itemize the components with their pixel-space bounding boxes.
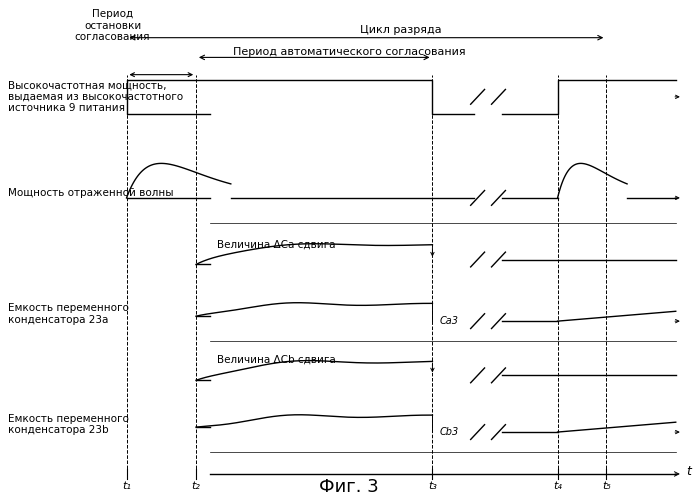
Text: Высокочастотная мощность,
выдаемая из высокочастотного
источника 9 питания: Высокочастотная мощность, выдаемая из вы…	[8, 80, 184, 114]
Text: Фиг. 3: Фиг. 3	[319, 478, 379, 496]
Text: Cа3: Cа3	[439, 316, 459, 326]
Text: Цикл разряда: Цикл разряда	[360, 25, 442, 35]
Text: Величина ΔCа сдвига: Величина ΔCа сдвига	[217, 239, 336, 249]
Text: t₂: t₂	[192, 481, 200, 491]
Text: t₁: t₁	[122, 481, 131, 491]
Text: t₄: t₄	[553, 481, 562, 491]
Text: t₃: t₃	[428, 481, 437, 491]
Text: Величина ΔCb сдвига: Величина ΔCb сдвига	[217, 355, 336, 365]
Text: t₅: t₅	[602, 481, 611, 491]
Text: t: t	[686, 465, 691, 478]
Text: Мощность отраженной волны: Мощность отраженной волны	[8, 188, 174, 198]
Text: Cb3: Cb3	[439, 426, 459, 436]
Text: Период автоматического согласования: Период автоматического согласования	[232, 47, 466, 57]
Text: Период
остановки
согласования: Период остановки согласования	[75, 9, 150, 42]
Text: Емкость переменного
конденсатора 23b: Емкость переменного конденсатора 23b	[8, 414, 129, 436]
Text: Емкость переменного
конденсатора 23a: Емкость переменного конденсатора 23a	[8, 303, 129, 324]
